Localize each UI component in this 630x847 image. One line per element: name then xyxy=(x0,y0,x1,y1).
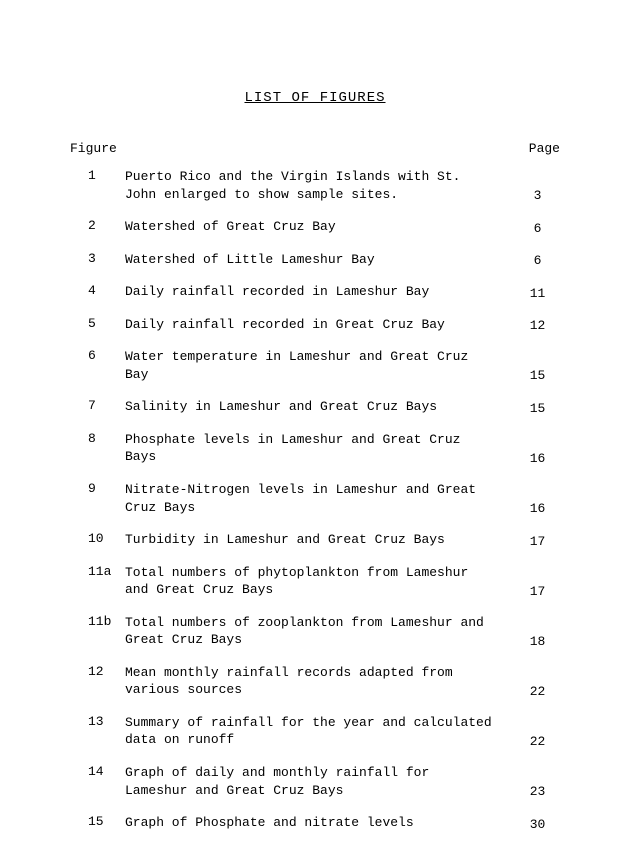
figure-entry: 12Mean monthly rainfall records adapted … xyxy=(70,664,560,699)
figure-number: 15 xyxy=(70,814,125,829)
figure-description: Total numbers of phytoplankton from Lame… xyxy=(125,564,515,599)
figure-page: 17 xyxy=(515,584,560,599)
figure-page: 18 xyxy=(515,634,560,649)
figure-number: 3 xyxy=(70,251,125,266)
figure-page: 23 xyxy=(515,784,560,799)
figure-entry: 11aTotal numbers of phytoplankton from L… xyxy=(70,564,560,599)
figure-description: Summary of rainfall for the year and cal… xyxy=(125,714,515,749)
figure-number: 9 xyxy=(70,481,125,496)
figure-description: Phosphate levels in Lameshur and Great C… xyxy=(125,431,515,466)
figure-description: Mean monthly rainfall records adapted fr… xyxy=(125,664,515,699)
figure-number: 11b xyxy=(70,614,125,629)
figure-number: 11a xyxy=(70,564,125,579)
header-row: Figure Page xyxy=(70,141,560,156)
figure-page: 30 xyxy=(515,817,560,832)
figure-number: 4 xyxy=(70,283,125,298)
figure-number: 10 xyxy=(70,531,125,546)
figure-page: 6 xyxy=(515,253,560,268)
figure-entry: 8Phosphate levels in Lameshur and Great … xyxy=(70,431,560,466)
figure-entry: 13Summary of rainfall for the year and c… xyxy=(70,714,560,749)
figure-number: 6 xyxy=(70,348,125,363)
page-title: LIST OF FIGURES xyxy=(70,90,560,106)
figure-entry: 6Water temperature in Lameshur and Great… xyxy=(70,348,560,383)
figure-page: 22 xyxy=(515,684,560,699)
figure-description: Puerto Rico and the Virgin Islands with … xyxy=(125,168,515,203)
figure-description: Water temperature in Lameshur and Great … xyxy=(125,348,515,383)
figure-description: Graph of daily and monthly rainfall for … xyxy=(125,764,515,799)
figure-number: 8 xyxy=(70,431,125,446)
figure-description: Salinity in Lameshur and Great Cruz Bays xyxy=(125,398,515,416)
figure-page: 15 xyxy=(515,401,560,416)
figure-page: 16 xyxy=(515,451,560,466)
figure-entry: 7Salinity in Lameshur and Great Cruz Bay… xyxy=(70,398,560,416)
figure-description: Turbidity in Lameshur and Great Cruz Bay… xyxy=(125,531,515,549)
figure-entry: 10Turbidity in Lameshur and Great Cruz B… xyxy=(70,531,560,549)
figure-description: Nitrate-Nitrogen levels in Lameshur and … xyxy=(125,481,515,516)
figure-number: 7 xyxy=(70,398,125,413)
figure-page: 15 xyxy=(515,368,560,383)
figure-page: 11 xyxy=(515,286,560,301)
figure-entry: 1Puerto Rico and the Virgin Islands with… xyxy=(70,168,560,203)
figure-page: 6 xyxy=(515,221,560,236)
figure-entry: 11bTotal numbers of zooplankton from Lam… xyxy=(70,614,560,649)
figure-description: Graph of Phosphate and nitrate levels xyxy=(125,814,515,832)
figure-page: 22 xyxy=(515,734,560,749)
figure-number: 13 xyxy=(70,714,125,729)
figure-entry: 2Watershed of Great Cruz Bay6 xyxy=(70,218,560,236)
figure-entry: 14Graph of daily and monthly rainfall fo… xyxy=(70,764,560,799)
figure-entry: 4Daily rainfall recorded in Lameshur Bay… xyxy=(70,283,560,301)
figure-number: 12 xyxy=(70,664,125,679)
figure-number: 14 xyxy=(70,764,125,779)
header-page: Page xyxy=(515,141,560,156)
figure-description: Watershed of Great Cruz Bay xyxy=(125,218,515,236)
figure-page: 3 xyxy=(515,188,560,203)
figure-number: 1 xyxy=(70,168,125,183)
figure-entry: 5Daily rainfall recorded in Great Cruz B… xyxy=(70,316,560,334)
header-figure: Figure xyxy=(70,141,125,156)
figure-description: Daily rainfall recorded in Lameshur Bay xyxy=(125,283,515,301)
figure-page: 17 xyxy=(515,534,560,549)
figure-description: Watershed of Little Lameshur Bay xyxy=(125,251,515,269)
figure-page: 12 xyxy=(515,318,560,333)
figure-description: Daily rainfall recorded in Great Cruz Ba… xyxy=(125,316,515,334)
figure-entry: 15Graph of Phosphate and nitrate levels3… xyxy=(70,814,560,832)
figure-number: 5 xyxy=(70,316,125,331)
figure-description: Total numbers of zooplankton from Lamesh… xyxy=(125,614,515,649)
figure-entry: 3Watershed of Little Lameshur Bay6 xyxy=(70,251,560,269)
figures-list: 1Puerto Rico and the Virgin Islands with… xyxy=(70,168,560,847)
figure-page: 16 xyxy=(515,501,560,516)
figure-number: 2 xyxy=(70,218,125,233)
figure-entry: 9Nitrate-Nitrogen levels in Lameshur and… xyxy=(70,481,560,516)
